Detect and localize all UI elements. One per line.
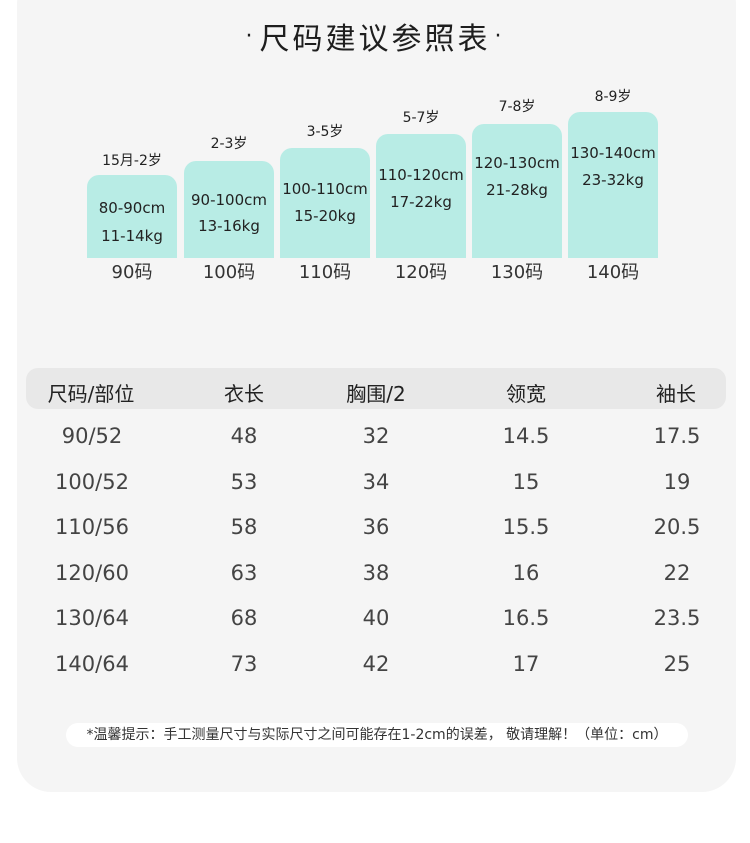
size-cell: 90/52 [61, 424, 123, 448]
chest-cell: 40 [362, 606, 390, 630]
collar-cell: 14.5 [502, 424, 550, 448]
collar-cell: 15 [512, 469, 540, 494]
height-range: 90-100cm [191, 191, 267, 209]
size-bar: 90-100cm 13-16kg [184, 161, 274, 258]
height-range: 120-130cm [474, 154, 560, 172]
age-label: 5-7岁 [402, 110, 440, 126]
size-column-90: 15月-2岁 80-90cm 11-14kg 90码 [87, 150, 177, 283]
height-range: 100-110cm [282, 180, 368, 198]
size-bar: 110-120cm 17-22kg [376, 134, 466, 258]
age-label: 2-3岁 [210, 136, 248, 152]
header-size: 尺码/部位 [47, 382, 135, 406]
page-title-text: 尺码建议参照表 [259, 22, 491, 57]
sleeve-cell: 17.5 [653, 424, 701, 448]
age-label: 7-8岁 [498, 99, 536, 115]
header-chest: 胸围/2 [346, 382, 406, 406]
length-cell: 63 [230, 560, 258, 585]
age-label: 8-9岁 [594, 89, 632, 105]
length-cell: 48 [230, 424, 258, 448]
length-cell: 53 [230, 469, 258, 494]
size-bar: 100-110cm 15-20kg [280, 148, 370, 258]
size-bar: 120-130cm 21-28kg [472, 124, 562, 258]
height-range: 130-140cm [570, 144, 656, 162]
page-title: · 尺码建议参照表 · [245, 22, 505, 57]
height-range: 110-120cm [378, 166, 464, 184]
table-header: 尺码/部位 衣长 胸围/2 领宽 袖长 [26, 368, 726, 409]
collar-cell: 16 [512, 560, 540, 585]
weight-range: 11-14kg [101, 227, 163, 245]
size-cell: 130/64 [55, 606, 129, 630]
size-code: 140码 [586, 262, 640, 283]
sleeve-cell: 23.5 [653, 606, 701, 630]
weight-range: 21-28kg [486, 181, 548, 199]
size-column-120: 5-7岁 110-120cm 17-22kg 120码 [376, 107, 466, 283]
height-range: 80-90cm [98, 199, 166, 217]
collar-cell: 16.5 [502, 606, 550, 630]
size-cell: 100/52 [55, 469, 129, 494]
chest-cell: 42 [362, 651, 390, 676]
header-collar: 领宽 [506, 382, 546, 406]
header-length: 衣长 [224, 382, 264, 406]
collar-cell: 17 [512, 651, 540, 676]
size-cell: 120/60 [55, 560, 129, 585]
weight-range: 17-22kg [390, 193, 452, 211]
size-column-130: 7-8岁 120-130cm 21-28kg 130码 [472, 96, 562, 283]
chest-cell: 36 [362, 515, 390, 539]
sleeve-cell: 22 [663, 560, 691, 585]
size-bar: 80-90cm 11-14kg [87, 175, 177, 258]
size-column-110: 3-5岁 100-110cm 15-20kg 110码 [280, 121, 370, 283]
sleeve-cell: 25 [663, 651, 691, 676]
size-cell: 140/64 [55, 651, 129, 676]
size-code: 90码 [111, 262, 153, 283]
length-cell: 73 [230, 651, 258, 676]
size-column-100: 2-3岁 90-100cm 13-16kg 100码 [184, 133, 274, 283]
size-column-140: 8-9岁 130-140cm 23-32kg 140码 [568, 86, 658, 283]
collar-cell: 15.5 [502, 515, 550, 539]
weight-range: 13-16kg [198, 217, 260, 235]
weight-range: 15-20kg [294, 207, 356, 225]
size-code: 110码 [298, 262, 352, 283]
measurement-note: *温馨提示：手工测量尺寸与实际尺寸之间可能存在1-2cm的误差， 敬请理解！（单… [66, 723, 688, 747]
chest-cell: 34 [362, 469, 390, 494]
size-cell: 110/56 [55, 515, 129, 539]
length-cell: 58 [230, 515, 258, 539]
age-label: 3-5岁 [306, 124, 344, 140]
chest-cell: 38 [362, 560, 390, 585]
weight-range: 23-32kg [582, 171, 644, 189]
size-code: 120码 [394, 262, 448, 283]
sleeve-cell: 20.5 [653, 515, 701, 539]
size-bar: 130-140cm 23-32kg [568, 112, 658, 258]
sleeve-cell: 19 [663, 469, 691, 494]
size-code: 130码 [490, 262, 544, 283]
header-sleeve: 袖长 [656, 382, 696, 406]
size-code: 100码 [202, 262, 256, 283]
length-cell: 68 [230, 606, 258, 630]
chest-cell: 32 [362, 424, 390, 448]
age-label: 15月-2岁 [102, 153, 162, 169]
